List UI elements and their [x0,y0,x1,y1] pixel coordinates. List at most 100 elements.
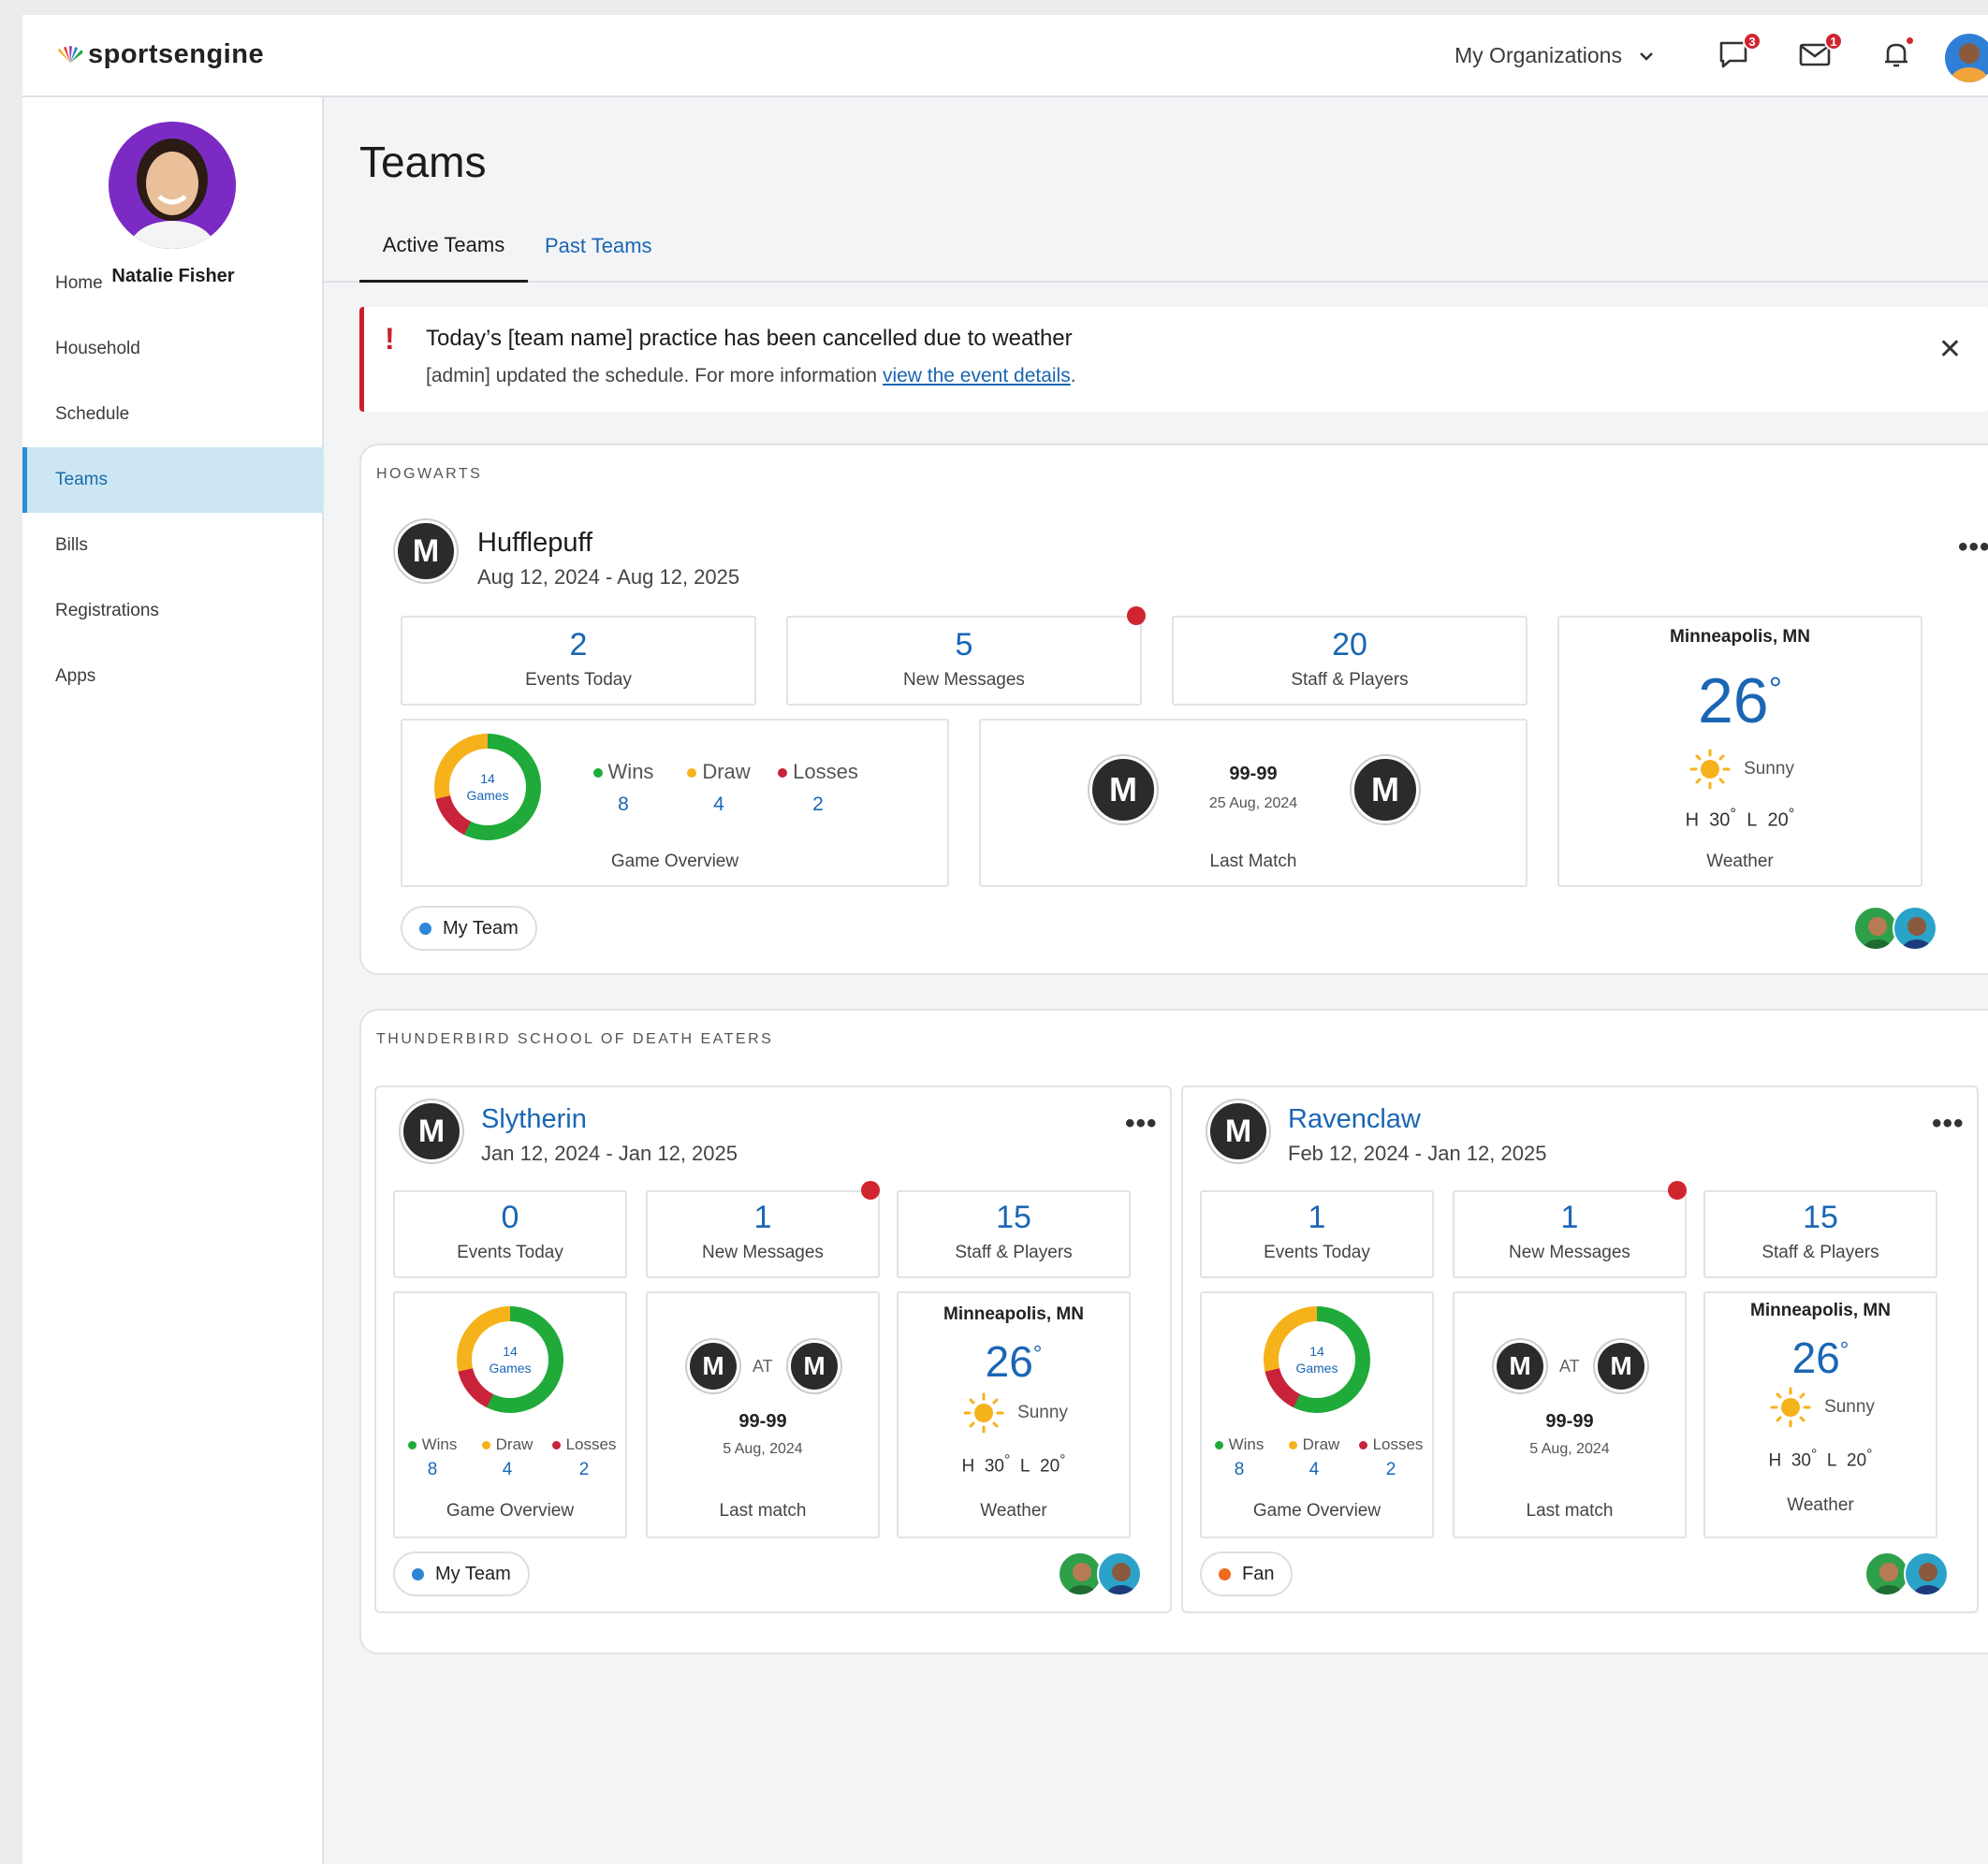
close-icon[interactable]: ✕ [1937,334,1962,365]
match-score: 99-99 [1545,1411,1594,1432]
nav-item-teams[interactable]: Teams [22,447,324,513]
match-date: 5 Aug, 2024 [1529,1441,1610,1457]
organizations-dropdown[interactable]: My Organizations [1454,43,1654,68]
last-match-card[interactable]: M AT M 99-99 5 Aug, 2024 Last match [1453,1291,1687,1538]
high-label: H [1768,1450,1782,1471]
my-team-chip[interactable]: My Team [393,1551,530,1596]
tab-past-teams[interactable]: Past Teams [545,234,652,257]
low-label: L [1826,1450,1837,1471]
member-avatar [1097,1551,1142,1596]
draw-dot [687,768,697,779]
game-overview-label: Game Overview [610,852,739,871]
nav-item-household[interactable]: Household [22,316,324,382]
weather-card[interactable]: Minneapolis, MN 26° Sunny H 30° L 20° We… [897,1291,1131,1538]
team-name[interactable]: Hufflepuff [477,528,593,558]
losses-value: 2 [812,794,824,815]
organization-card: HOGWARTS M Hufflepuff Aug 12, 2024 - Aug… [359,444,1988,975]
weather-condition: Sunny [1559,749,1921,790]
tab-bar: Active Teams Past Teams [324,210,1988,283]
weather-alert: ! Today’s [team name] practice has been … [359,307,1988,412]
weather-label: Weather [1706,852,1774,871]
unread-indicator [861,1181,880,1200]
weather-card[interactable]: Minneapolis, MN 26° Sunny H 30° L 20° We… [1703,1291,1937,1538]
mail-button[interactable]: 1 [1798,32,1843,75]
organization-card: THUNDERBIRD SCHOOL OF DEATH EATERS M Sly… [359,1009,1988,1654]
staff-count: 15 [1803,1200,1838,1235]
nav-label: Registrations [55,601,159,620]
event-details-link[interactable]: view the event details [882,365,1071,386]
team-dates: Jan 12, 2024 - Jan 12, 2025 [481,1142,738,1165]
staff-players-card[interactable]: 15 Staff & Players [1703,1190,1937,1278]
nav-item-schedule[interactable]: Schedule [22,382,324,447]
nav-item-apps[interactable]: Apps [22,644,324,709]
fan-chip[interactable]: Fan [1200,1551,1294,1596]
nav-label: Teams [55,470,108,489]
home-team-logo: M [1494,1340,1546,1392]
low-label: L [1019,1456,1031,1477]
new-messages-card[interactable]: 1 New Messages [646,1190,880,1278]
game-overview-card[interactable]: 14 Games Wins 8 Draw 4 Losses 2 [1200,1291,1434,1538]
user-avatar[interactable] [1945,34,1988,82]
wins-value: 8 [427,1460,438,1479]
sidebar: Natalie Fisher Home Household Schedule T… [22,97,324,1864]
member-avatars[interactable] [1864,1551,1949,1596]
member-avatar [1893,906,1937,951]
staff-players-card[interactable]: 15 Staff & Players [897,1190,1131,1278]
sportsengine-logo[interactable]: sportsengine [56,39,264,70]
staff-players-card[interactable]: 20 Staff & Players [1172,616,1528,706]
events-today-card[interactable]: 0 Events Today [393,1190,627,1278]
weather-label: Weather [980,1501,1047,1521]
more-options-icon[interactable]: ••• [1958,532,1988,562]
new-messages-card[interactable]: 5 New Messages [786,616,1142,706]
member-avatars[interactable] [1058,1551,1142,1596]
events-today-count: 1 [1308,1200,1326,1235]
draw-value: 4 [713,794,724,815]
my-team-chip[interactable]: My Team [401,906,537,951]
game-overview-card[interactable]: 14 Games Wins 8 Draw 4 Losses 2 Game Ove… [401,719,949,887]
last-match-label: Last Match [1209,852,1297,871]
last-match-card[interactable]: M 99-99 25 Aug, 2024 M Last Match [979,719,1528,887]
more-options-icon[interactable]: ••• [1932,1108,1965,1139]
team-name[interactable]: Slytherin [481,1104,587,1134]
organization-name: HOGWARTS [376,466,483,482]
team-dates: Feb 12, 2024 - Jan 12, 2025 [1288,1142,1547,1165]
draw-label: Draw [1302,1435,1340,1453]
nav-item-bills[interactable]: Bills [22,513,324,578]
staff-count: 20 [1332,627,1367,663]
team-name[interactable]: Ravenclaw [1288,1104,1421,1134]
chat-button[interactable]: 3 [1717,32,1761,75]
at-label: AT [753,1357,773,1376]
weather-temp-value: 26 [1697,665,1769,736]
more-options-icon[interactable]: ••• [1125,1108,1158,1139]
wins-stat: Wins 8 [402,1435,462,1480]
notifications-button[interactable] [1879,36,1917,75]
events-today-card[interactable]: 1 Events Today [1200,1190,1434,1278]
weather-card[interactable]: Minneapolis, MN 26° Sunny H 30° L 20° We… [1557,616,1922,887]
events-today-card[interactable]: 2 Events Today [401,616,756,706]
last-match-card[interactable]: M AT M 99-99 5 Aug, 2024 Last match [646,1291,880,1538]
member-avatars[interactable] [1853,906,1937,951]
weather-condition-label: Sunny [1824,1397,1875,1417]
new-messages-card[interactable]: 1 New Messages [1453,1190,1687,1278]
weather-high-low: H 30° L 20° [961,1452,1066,1477]
tab-active-teams[interactable]: Active Teams [359,210,528,283]
game-overview-card[interactable]: 14 Games Wins 8 Draw 4 Losses 2 [393,1291,627,1538]
chip-label: My Team [435,1563,511,1584]
losses-stat: Losses 2 [1352,1435,1430,1480]
alert-title: Today’s [team name] practice has been ca… [426,326,1073,351]
nav-item-registrations[interactable]: Registrations [22,578,324,644]
wins-dot [407,1441,417,1450]
app-window: sportsengine My Organizations 3 1 [22,15,1988,1864]
nav-item-home[interactable]: Home [22,251,324,316]
page-title: Teams [359,138,487,186]
donut-center: 14 Games [472,1321,548,1398]
chip-label: Fan [1242,1563,1275,1584]
member-avatar [1864,1551,1909,1596]
profile-avatar[interactable] [109,122,236,249]
notification-dot [1905,36,1915,46]
brand-name: sportsengine [88,39,265,69]
events-today-count: 2 [569,627,588,663]
events-today-label: Events Today [457,1243,563,1262]
nav-label: Household [55,339,140,358]
new-messages-count: 5 [955,627,973,663]
